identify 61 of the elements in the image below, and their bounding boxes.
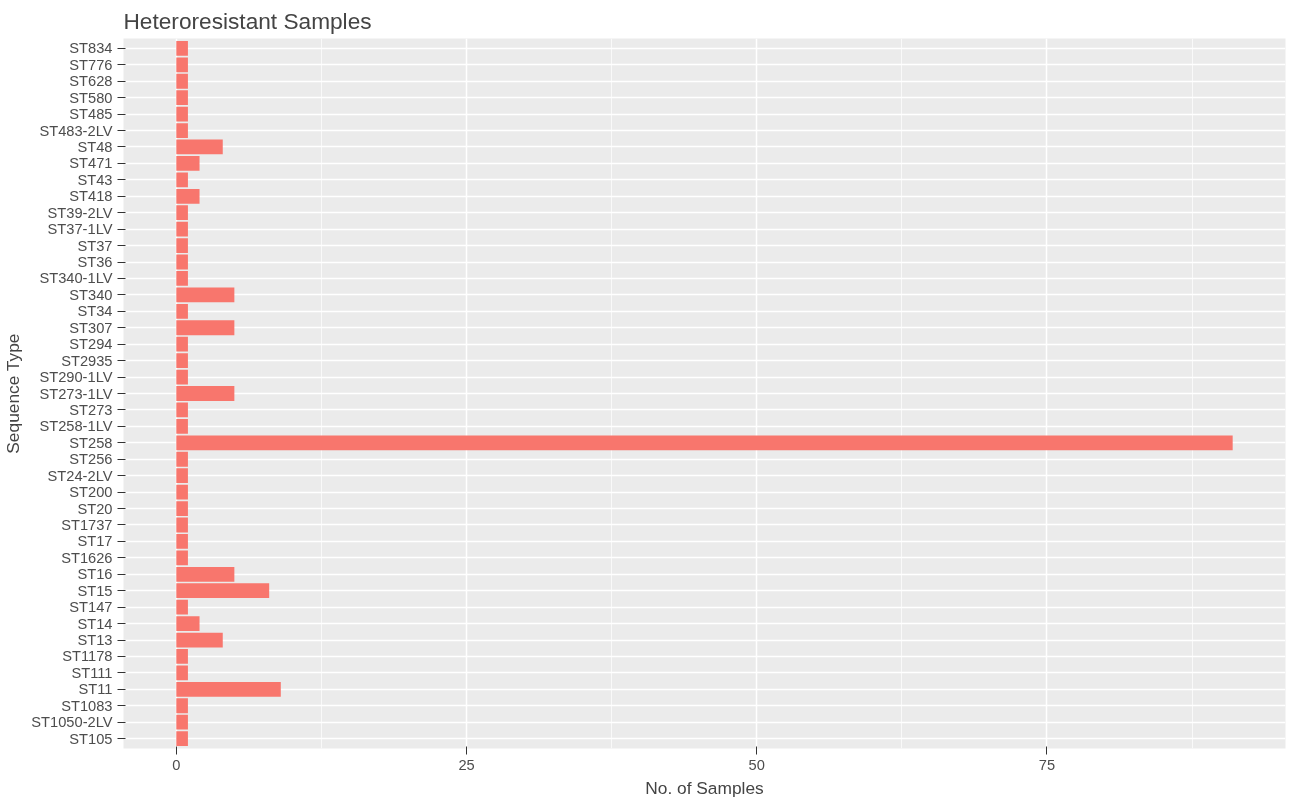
bar — [176, 517, 188, 533]
y-tick-label: ST290-1LV — [39, 369, 113, 386]
chart-title: Heteroresistant Samples — [123, 7, 372, 34]
y-tick-label: ST256 — [69, 451, 113, 468]
y-tick-label: ST111 — [71, 664, 113, 681]
y-tick-label: ST628 — [69, 73, 113, 90]
x-tick-label: 0 — [172, 756, 181, 773]
y-tick-label: ST1050-2LV — [31, 714, 113, 731]
y-tick-label: ST483-2LV — [39, 122, 113, 139]
y-tick-label: ST15 — [77, 582, 113, 599]
y-tick-label: ST34 — [77, 303, 113, 320]
y-tick-label: ST471 — [69, 155, 113, 172]
y-tick-label: ST294 — [69, 336, 113, 353]
y-tick-label: ST43 — [77, 171, 113, 188]
x-tick-label: 25 — [458, 756, 475, 773]
y-tick-label: ST200 — [69, 484, 113, 501]
y-tick-label: ST485 — [69, 106, 113, 123]
y-tick-label: ST147 — [69, 599, 113, 616]
bar — [176, 665, 188, 681]
y-tick-label: ST39-2LV — [47, 204, 113, 221]
bar — [176, 254, 188, 270]
y-tick-label: ST1083 — [61, 697, 113, 714]
bar — [176, 106, 188, 122]
y-tick-label: ST258-1LV — [39, 418, 113, 435]
bar — [176, 139, 223, 155]
y-tick-label: ST20 — [77, 500, 113, 517]
y-tick-label: ST1626 — [61, 549, 113, 566]
y-tick-label: ST776 — [69, 56, 113, 73]
y-axis-title: Sequence Type — [3, 333, 24, 454]
y-tick-label: ST17 — [77, 533, 113, 550]
x-tick-label: 75 — [1038, 756, 1056, 773]
y-tick-label: ST24-2LV — [47, 467, 113, 484]
y-tick-label: ST48 — [77, 138, 113, 155]
y-tick-label: ST273-1LV — [39, 385, 113, 402]
y-tick-label: ST340 — [69, 286, 113, 303]
y-tick-label: ST1178 — [62, 648, 113, 665]
y-tick-label: ST580 — [69, 89, 113, 106]
bar — [176, 402, 188, 418]
y-tick-label: ST37 — [77, 237, 113, 254]
bar — [176, 123, 188, 138]
y-tick-label: ST11 — [78, 681, 113, 698]
y-tick-label: ST307 — [69, 319, 113, 336]
y-tick-label: ST418 — [69, 188, 113, 205]
y-tick-label: ST105 — [69, 730, 113, 747]
x-tick-label: 50 — [748, 756, 765, 773]
y-tick-label: ST1737 — [61, 516, 113, 533]
x-axis-title: No. of Samples — [645, 777, 765, 798]
bar — [176, 369, 188, 385]
y-tick-label: ST36 — [77, 254, 113, 271]
y-tick-label: ST834 — [69, 40, 113, 57]
bar — [176, 386, 235, 401]
y-tick-label: ST37-1LV — [47, 221, 113, 238]
y-tick-label: ST14 — [77, 615, 113, 632]
bar — [176, 632, 223, 648]
y-tick-label: ST2935 — [61, 352, 113, 369]
y-tick-label: ST273 — [69, 401, 113, 418]
bar — [176, 649, 188, 664]
y-tick-label: ST13 — [77, 632, 113, 649]
y-tick-label: ST340-1LV — [39, 270, 113, 287]
y-tick-label: ST258 — [69, 434, 113, 451]
y-tick-label: ST16 — [77, 566, 113, 583]
